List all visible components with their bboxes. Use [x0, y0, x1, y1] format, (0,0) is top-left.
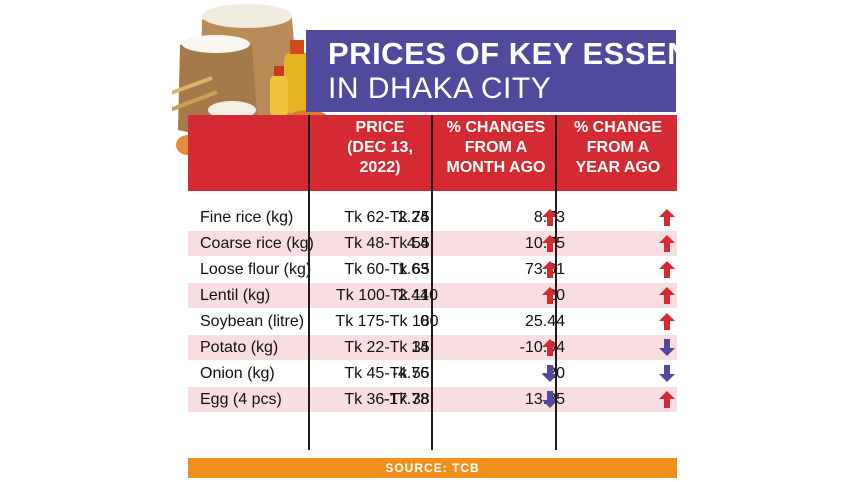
- item-name: Coarse rice (kg): [200, 235, 314, 252]
- price-range: Tk 48-Tk 55: [344, 235, 430, 252]
- price-range: Tk 45-Tk 55: [344, 365, 430, 382]
- table-row: Fine rice (kg)Tk 62-Tk 752.248.73: [188, 205, 677, 230]
- up-arrow-icon: [659, 313, 675, 330]
- month-change-value: 2.44: [397, 287, 429, 304]
- down-arrow-icon: [659, 339, 675, 356]
- year-change-value: 13.85: [524, 391, 565, 408]
- item-name: Potato (kg): [200, 339, 279, 356]
- item-name: Soybean (litre): [200, 313, 305, 330]
- up-arrow-icon: [542, 261, 558, 278]
- column-header-price: PRICE (DEC 13, 2022): [347, 119, 413, 176]
- down-arrow-icon: [542, 365, 558, 382]
- item-name: Onion (kg): [200, 365, 275, 382]
- year-change-value: 10.75: [524, 235, 565, 252]
- price-range: Tk 175-Tk 180: [335, 313, 439, 330]
- down-arrow-icon: [542, 391, 558, 408]
- month-change-value: 4.4: [406, 235, 429, 252]
- column-divider: [431, 115, 433, 450]
- month-change-value: 1.63: [397, 261, 429, 278]
- item-name: Lentil (kg): [200, 287, 271, 304]
- up-arrow-icon: [542, 339, 558, 356]
- price-range: Tk 62-Tk 75: [344, 209, 430, 226]
- price-range: Tk 60-Tk 65: [344, 261, 430, 278]
- month-change-value: 0: [420, 313, 429, 330]
- month-change-value: 14: [411, 339, 429, 356]
- month-change-value: -17.78: [383, 391, 429, 408]
- price-infographic: PRICES OF KEY ESSENTIALS IN DHAKA CITY P…: [172, 0, 782, 482]
- down-arrow-icon: [659, 365, 675, 382]
- column-divider: [555, 115, 557, 450]
- up-arrow-icon: [542, 209, 558, 226]
- subtitle: IN DHAKA CITY: [328, 72, 552, 105]
- column-header-month-change: % CHANGES FROM A MONTH AGO: [446, 119, 546, 176]
- up-arrow-icon: [659, 209, 675, 226]
- up-arrow-icon: [659, 235, 675, 252]
- up-arrow-icon: [659, 391, 675, 408]
- source-bar: [188, 458, 677, 478]
- source-label: SOURCE: TCB: [385, 461, 480, 475]
- title-band: [306, 30, 676, 112]
- item-name: Loose flour (kg): [200, 261, 312, 278]
- up-arrow-icon: [659, 261, 675, 278]
- year-change-value: 73.61: [524, 261, 565, 278]
- price-range: Tk 36-Tk 38: [344, 391, 430, 408]
- table-row: Soybean (litre) Tk 175-Tk 180 0 25.44: [188, 309, 677, 334]
- month-change-value: -4.76: [392, 365, 429, 382]
- table-row: Loose flour (kg) Tk 60-Tk 65 1.63 73.61: [188, 257, 677, 282]
- month-change-value: 2.24: [397, 209, 429, 226]
- table-row: Onion (kg) Tk 45-Tk 55 -4.76 -20: [188, 361, 677, 386]
- up-arrow-icon: [659, 287, 675, 304]
- price-range: Tk 100-Tk 110: [336, 287, 438, 304]
- year-change-value: 25.44: [524, 313, 565, 330]
- price-range: Tk 22-Tk 35: [344, 339, 430, 356]
- item-name: Fine rice (kg): [200, 209, 294, 226]
- up-arrow-icon: [542, 287, 558, 304]
- column-divider: [308, 115, 310, 450]
- title: PRICES OF KEY ESSENTIALS: [328, 36, 783, 71]
- up-arrow-icon: [542, 235, 558, 252]
- item-name: Egg (4 pcs): [200, 391, 282, 408]
- column-header-year-change: % CHANGE FROM A YEAR AGO: [573, 119, 662, 176]
